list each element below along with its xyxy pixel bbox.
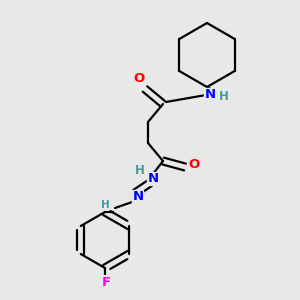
Text: H: H <box>135 164 145 178</box>
Text: N: N <box>204 88 216 101</box>
Text: H: H <box>100 200 109 210</box>
Text: O: O <box>188 158 200 170</box>
Text: F: F <box>101 275 111 289</box>
Text: O: O <box>134 73 145 85</box>
Text: N: N <box>147 172 159 185</box>
Text: H: H <box>219 91 229 103</box>
Text: N: N <box>132 190 144 203</box>
